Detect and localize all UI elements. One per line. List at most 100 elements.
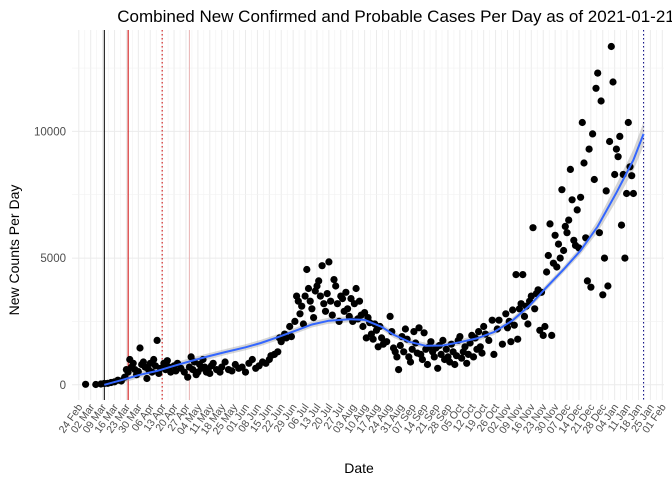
data-point: [558, 186, 566, 194]
data-point: [306, 297, 314, 305]
data-point: [543, 268, 551, 276]
data-point: [406, 358, 415, 366]
data-point: [612, 145, 621, 153]
data-point: [333, 300, 341, 308]
data-point: [418, 355, 426, 364]
data-point: [248, 355, 256, 364]
data-point: [442, 345, 450, 353]
data-point: [184, 373, 192, 381]
data-point: [395, 366, 403, 374]
data-point: [578, 118, 586, 127]
data-point: [553, 263, 561, 271]
data-point: [508, 306, 517, 314]
data-point: [604, 282, 612, 290]
data-point: [430, 353, 438, 361]
data-point: [594, 69, 602, 77]
data-point: [332, 282, 340, 290]
data-point: [566, 165, 575, 173]
data-point: [585, 145, 593, 153]
data-point: [539, 331, 547, 339]
data-point: [393, 353, 401, 361]
data-point: [606, 137, 614, 146]
data-point: [241, 368, 250, 376]
y-tick-label: 5000: [40, 253, 66, 265]
data-point: [503, 324, 512, 332]
x-axis-label: Date: [344, 460, 374, 476]
data-point: [621, 254, 629, 262]
data-point: [529, 224, 537, 232]
data-point: [490, 350, 498, 358]
data-point: [463, 359, 471, 367]
data-point: [624, 118, 632, 127]
data-point: [362, 334, 370, 342]
confidence-ribbon-area: [104, 122, 644, 388]
data-point: [303, 265, 311, 274]
data-point: [507, 338, 515, 346]
data-point: [396, 341, 404, 350]
y-axis-ticks: 0 5000 10000: [34, 126, 66, 391]
grid: [72, 30, 664, 400]
data-point: [437, 350, 445, 358]
data-point: [589, 130, 597, 138]
data-point: [597, 97, 605, 105]
data-point: [458, 354, 466, 362]
data-point: [298, 302, 306, 310]
data-point: [344, 305, 352, 313]
confidence-ribbon: [104, 122, 644, 388]
data-point: [221, 358, 229, 366]
data-point: [434, 364, 442, 372]
data-point: [325, 258, 333, 266]
data-point: [607, 42, 615, 51]
data-point: [163, 357, 171, 365]
data-point: [502, 310, 510, 318]
data-point: [456, 333, 464, 341]
data-point: [180, 368, 188, 376]
data-point: [328, 311, 336, 319]
data-point: [577, 193, 585, 201]
data-point: [551, 231, 559, 239]
data-point: [590, 175, 598, 184]
data-point: [327, 297, 335, 305]
data-point: [136, 344, 144, 352]
data-point: [563, 229, 571, 237]
data-point: [347, 295, 355, 303]
data-point: [378, 334, 386, 342]
data-point: [308, 305, 316, 313]
data-points: [82, 42, 638, 389]
smooth-trend-line: [104, 133, 645, 386]
data-point: [524, 320, 532, 328]
data-point: [548, 331, 556, 339]
data-point: [310, 314, 318, 322]
data-point: [320, 300, 328, 308]
data-point: [323, 290, 331, 298]
data-point: [531, 305, 539, 313]
data-point: [330, 276, 338, 284]
data-point: [510, 321, 518, 329]
data-point: [485, 336, 493, 344]
reference-lines: [103, 30, 645, 400]
data-point: [209, 359, 217, 367]
data-point: [623, 189, 631, 198]
data-point: [359, 322, 367, 331]
data-point: [609, 78, 617, 86]
data-point: [573, 206, 581, 214]
data-point: [296, 310, 304, 318]
data-point: [415, 324, 423, 332]
data-point: [560, 246, 568, 255]
data-point: [614, 153, 622, 161]
data-point: [602, 187, 610, 195]
data-point: [299, 320, 307, 328]
smooth-line-path: [104, 133, 645, 386]
data-point: [153, 336, 161, 344]
data-point: [355, 297, 364, 305]
data-point: [561, 222, 569, 230]
data-point: [476, 343, 484, 351]
data-point: [498, 340, 506, 348]
data-point: [287, 333, 295, 341]
data-point: [129, 359, 137, 367]
data-point: [218, 363, 226, 371]
y-axis-label: New Counts Per Day: [6, 185, 22, 316]
data-point: [439, 336, 447, 344]
data-point: [427, 338, 435, 346]
